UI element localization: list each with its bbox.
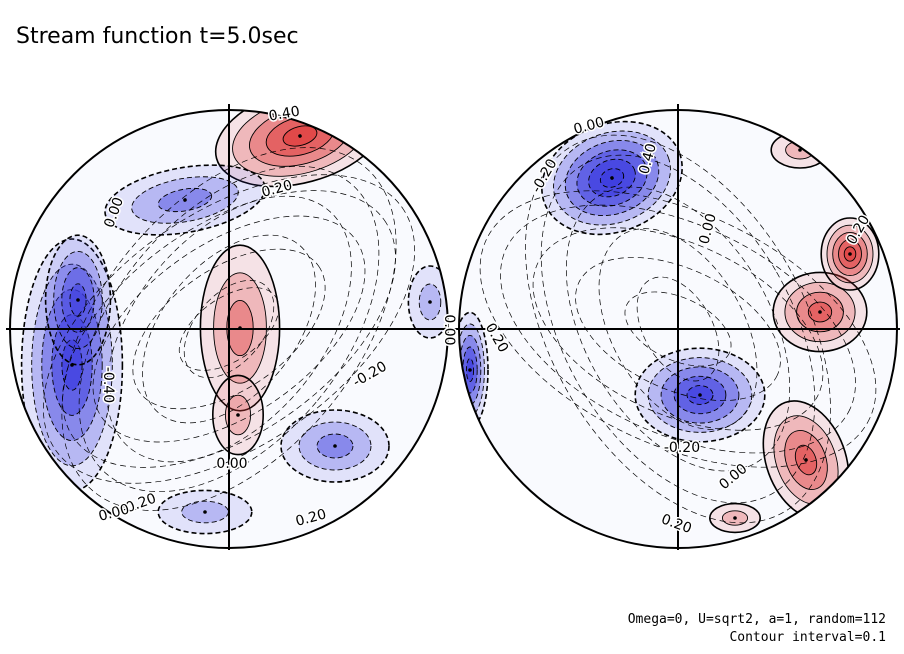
minimum-center	[104, 164, 266, 236]
minimum-center	[44, 234, 112, 366]
maximum-center	[820, 217, 880, 291]
chart-title: Stream function t=5.0sec	[16, 24, 299, 49]
graticule-line	[61, 147, 397, 511]
graticule-line	[479, 190, 877, 468]
minimum-center	[280, 409, 390, 483]
extremum-dot	[333, 444, 337, 448]
extremum-dot	[818, 310, 822, 314]
maximum-center	[212, 374, 265, 456]
extremum-dot	[428, 300, 432, 304]
minimum-center	[634, 347, 766, 443]
graticule-line	[565, 186, 791, 472]
extremum-dot	[236, 413, 240, 417]
graticule-line	[178, 287, 280, 371]
minimum-center	[407, 265, 448, 339]
hemisphere-left	[10, 110, 448, 548]
extremum-dot	[848, 252, 852, 256]
contour-fills-left	[10, 110, 448, 548]
graticule-right	[479, 134, 877, 524]
extremum-dot	[203, 510, 207, 514]
contour-label: -0.20	[664, 440, 700, 456]
extremum-dot	[468, 368, 472, 372]
contour-label: 0.00	[216, 456, 247, 472]
graticule-left	[43, 147, 415, 511]
extremum-dot	[610, 176, 614, 180]
graticule-line	[624, 291, 732, 367]
extremum-dot	[76, 298, 80, 302]
minimum-center	[157, 489, 253, 535]
contour-label: -0.40	[100, 367, 116, 403]
minimum-center	[541, 120, 683, 236]
extremum-dot	[733, 516, 737, 520]
extremum-dot	[298, 134, 302, 138]
graticule-line	[183, 280, 275, 378]
graticule-line	[532, 227, 824, 431]
graticule-line	[62, 190, 396, 468]
extremum-dot	[698, 393, 702, 397]
graticule-line	[575, 257, 781, 401]
extremum-dot	[183, 198, 187, 202]
extremum-dot	[804, 458, 808, 462]
maximum-center	[708, 502, 761, 534]
contour-interval-note: Contour interval=0.1	[729, 630, 886, 645]
graticule-line	[142, 234, 316, 424]
contour-label: 0.00	[441, 314, 457, 345]
graticule-line	[540, 154, 816, 504]
maximum-center	[772, 271, 868, 353]
graticule-line	[106, 195, 352, 463]
parameter-note: Omega=0, U=sqrt2, a=1, random=112	[627, 612, 886, 627]
graticule-line	[132, 248, 326, 410]
graticule-line	[92, 215, 366, 443]
graticule-line	[598, 228, 758, 430]
graticule-line	[636, 276, 720, 382]
graticule-line	[43, 174, 415, 484]
extremum-dot	[798, 148, 802, 152]
graticule-line	[525, 134, 831, 524]
graticule-line	[500, 204, 856, 454]
graticule-line	[78, 165, 380, 493]
